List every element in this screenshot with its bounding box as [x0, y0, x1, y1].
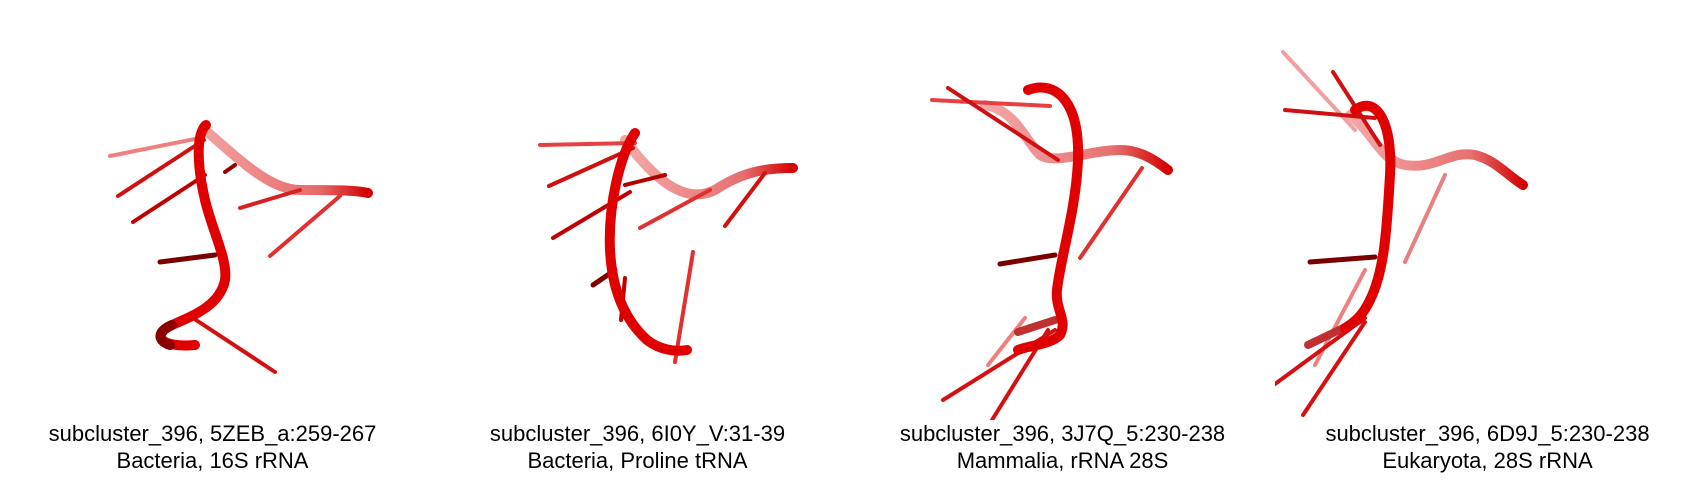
structure-caption-3: subcluster_396, 3J7Q_5:230-238 Mammalia,… [850, 420, 1275, 474]
structure-subtitle-1: Bacteria, 16S rRNA [116, 448, 309, 473]
structure-panel-4: subcluster_396, 6D9J_5:230-238 Eukaryota… [1275, 0, 1700, 480]
structure-title-3: subcluster_396, 3J7Q_5:230-238 [899, 421, 1226, 446]
structure-subtitle-2: Bacteria, Proline tRNA [527, 448, 748, 473]
rna-structure-image-2 [538, 128, 798, 364]
rna-structure-image-3 [930, 82, 1173, 420]
structure-caption-4: subcluster_396, 6D9J_5:230-238 Eukaryota… [1275, 420, 1700, 474]
structure-panel-3: subcluster_396, 3J7Q_5:230-238 Mammalia,… [850, 0, 1275, 480]
structure-title-2: subcluster_396, 6I0Y_V:31-39 [489, 421, 786, 446]
structure-subtitle-3: Mammalia, rRNA 28S [956, 448, 1169, 473]
rna-structure-image-1 [108, 120, 373, 374]
rna-structure-image-4 [1275, 50, 1528, 417]
structure-caption-2: subcluster_396, 6I0Y_V:31-39 Bacteria, P… [425, 420, 850, 474]
structure-title-1: subcluster_396, 5ZEB_a:259-267 [48, 421, 377, 446]
structure-title-4: subcluster_396, 6D9J_5:230-238 [1325, 421, 1650, 446]
structure-caption-1: subcluster_396, 5ZEB_a:259-267 Bacteria,… [0, 420, 425, 474]
structure-subtitle-4: Eukaryota, 28S rRNA [1382, 448, 1593, 473]
structure-panel-2: subcluster_396, 6I0Y_V:31-39 Bacteria, P… [425, 0, 850, 480]
structure-panel-1: subcluster_396, 5ZEB_a:259-267 Bacteria,… [0, 0, 425, 480]
